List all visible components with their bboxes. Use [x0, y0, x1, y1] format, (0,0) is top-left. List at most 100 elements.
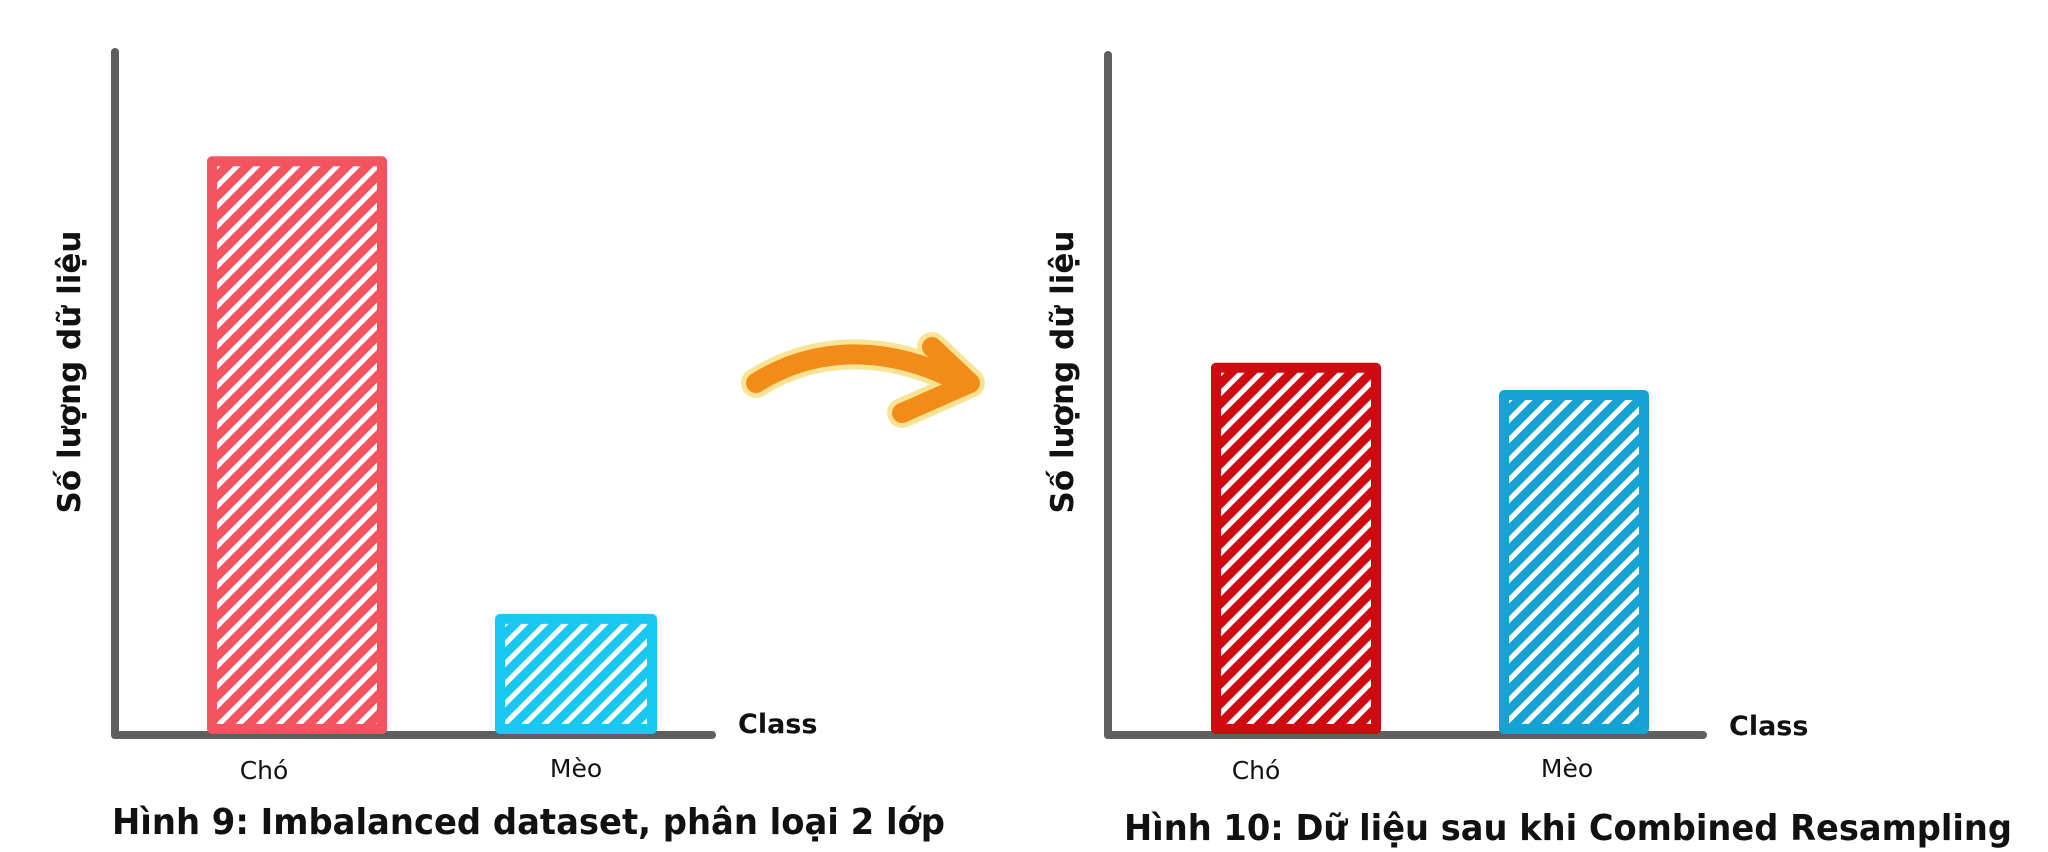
- hatch-stroke: [319, 664, 382, 729]
- hatch-stroke: [212, 524, 382, 708]
- hatch-stroke: [212, 161, 217, 168]
- hatch-stroke: [1216, 367, 1301, 455]
- bar-hatching: [500, 618, 652, 730]
- hatch-stroke: [1625, 708, 1644, 729]
- hatch-stroke: [1525, 608, 1644, 729]
- hatch-stroke: [1504, 428, 1644, 582]
- hatch-stroke: [1504, 395, 1609, 502]
- hatch-stroke: [212, 344, 382, 528]
- hatch-stroke: [212, 284, 382, 468]
- arrow-icon: [741, 332, 985, 428]
- hatch-stroke: [212, 161, 337, 288]
- hatch-stroke: [212, 164, 382, 348]
- hatch-stroke: [525, 618, 645, 730]
- hatch-stroke: [212, 444, 382, 628]
- hatch-stroke: [1504, 395, 1629, 522]
- hatch-stroke: [1216, 381, 1376, 555]
- hatch-stroke: [212, 364, 382, 548]
- hatch-stroke: [1504, 508, 1644, 662]
- hatch-stroke: [1216, 421, 1376, 595]
- x-axis-label: Class: [738, 709, 817, 740]
- hatch-stroke: [1504, 395, 1589, 482]
- hatch-stroke: [212, 224, 382, 408]
- hatch-stroke: [1216, 367, 1321, 475]
- hatch-stroke: [1216, 481, 1376, 655]
- hatch-stroke: [299, 644, 382, 729]
- hatch-stroke: [219, 564, 382, 729]
- hatch-stroke: [212, 204, 382, 388]
- hatch-stroke: [500, 618, 545, 666]
- hatch-stroke: [1216, 367, 1376, 535]
- hatch-stroke: [1504, 448, 1644, 602]
- hatch-stroke: [500, 618, 505, 626]
- hatch-stroke: [212, 544, 382, 728]
- hatch-stroke: [1504, 568, 1644, 722]
- hatch-stroke: [565, 640, 652, 730]
- hatch-stroke: [1216, 367, 1341, 495]
- hatch-stroke: [212, 324, 382, 508]
- hatch-stroke: [1504, 548, 1644, 702]
- hatch-stroke: [1216, 561, 1376, 729]
- chart-title: Hình 9: Imbalanced dataset, phân loại 2 …: [112, 802, 945, 843]
- chart-title: Hình 10: Dữ liệu sau khi Combined Resamp…: [1124, 808, 2012, 849]
- hatch-stroke: [212, 304, 382, 488]
- hatch-stroke: [1216, 461, 1376, 635]
- hatch-stroke: [545, 620, 652, 730]
- hatch-stroke: [1216, 401, 1376, 575]
- bar-meo: [495, 613, 657, 735]
- hatch-stroke: [1230, 581, 1376, 729]
- hatch-stroke: [1216, 367, 1361, 515]
- hatch-stroke: [212, 484, 382, 668]
- hatch-stroke: [1216, 441, 1376, 615]
- hatch-stroke: [212, 404, 382, 588]
- chart-left: Số lượng dữ liệu Class Chó Mèo Hình 9: I…: [52, 48, 945, 843]
- tick-label-cho: Chó: [240, 756, 289, 785]
- hatch-stroke: [500, 618, 605, 726]
- hatch-stroke: [585, 660, 652, 730]
- x-axis-label: Class: [1729, 711, 1808, 742]
- hatch-stroke: [1565, 648, 1644, 729]
- hatch-stroke: [212, 184, 382, 368]
- hatch-stroke: [239, 584, 382, 729]
- hatch-stroke: [1650, 395, 1984, 729]
- hatch-stroke: [1505, 588, 1644, 729]
- bar-cho: [207, 156, 387, 734]
- hatch-stroke: [1504, 395, 1644, 542]
- hatch-stroke: [1270, 621, 1376, 729]
- bar-hatching: [1216, 367, 1376, 729]
- bar-cho: [1211, 362, 1381, 734]
- hatch-stroke: [605, 680, 652, 730]
- tick-label-meo: Mèo: [1541, 754, 1593, 783]
- hatch-stroke: [1216, 501, 1376, 675]
- hatch-stroke: [1250, 601, 1376, 729]
- hatch-stroke: [1504, 468, 1644, 622]
- hatch-stroke: [1216, 367, 1281, 435]
- y-axis-label: Số lượng dữ liệu: [1045, 231, 1081, 514]
- hatch-stroke: [212, 504, 382, 688]
- hatch-stroke: [212, 464, 382, 648]
- hatch-stroke: [259, 604, 382, 729]
- hatch-stroke: [339, 684, 382, 729]
- hatch-stroke: [212, 384, 382, 568]
- hatch-stroke: [1545, 628, 1644, 729]
- bar-group: [1211, 362, 1984, 734]
- hatch-stroke: [212, 161, 377, 328]
- hatch-stroke: [1504, 488, 1644, 642]
- hatch-stroke: [212, 424, 382, 608]
- hatch-stroke: [500, 618, 585, 706]
- hatch-stroke: [1605, 688, 1644, 729]
- bar-hatching: [1504, 395, 1984, 729]
- hatch-stroke: [1290, 641, 1376, 729]
- bar-hatching: [212, 161, 382, 729]
- hatch-stroke: [1216, 521, 1376, 695]
- hatch-stroke: [379, 724, 382, 729]
- tick-label-cho: Chó: [1232, 756, 1281, 785]
- bar-meo: [1499, 390, 1649, 734]
- tick-label-meo: Mèo: [550, 754, 602, 783]
- hatch-stroke: [212, 161, 317, 268]
- chart-right: Số lượng dữ liệu Class Chó Mèo Hình 10: …: [1045, 51, 2012, 849]
- hatch-stroke: [212, 161, 357, 308]
- hatch-stroke: [505, 618, 625, 730]
- bar-group: [207, 156, 657, 735]
